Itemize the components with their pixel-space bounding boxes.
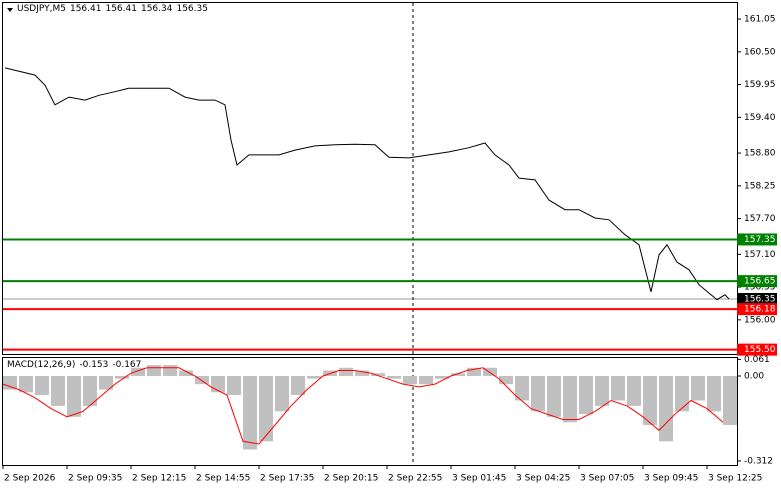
- x-tick-label: 3 Sep 01:45: [452, 474, 506, 484]
- x-tick-label: 3 Sep 07:05: [580, 474, 634, 484]
- level-label-box: [737, 293, 777, 306]
- x-tick-label: 2 Sep 22:55: [388, 474, 442, 484]
- indicator-value: -0.167: [112, 360, 142, 370]
- y-tick-label: 161.05: [744, 15, 776, 25]
- histogram-bar: [371, 373, 385, 376]
- histogram-bar: [211, 375, 225, 393]
- x-tick-label: 3 Sep 12:25: [708, 474, 762, 484]
- y-tick-label: 159.95: [744, 80, 776, 90]
- x-tick-label: 2 Sep 2026: [4, 474, 56, 484]
- price-line: [4, 67, 730, 301]
- ohlc: 156.35: [176, 4, 208, 14]
- histogram-bar: [339, 367, 353, 376]
- y-tick-label: 157.70: [744, 214, 776, 224]
- level-label: 157.35: [744, 235, 776, 245]
- histogram-bar: [531, 375, 545, 412]
- histogram-bar: [19, 375, 33, 393]
- histogram-bar: [723, 375, 737, 425]
- histogram-bar: [611, 375, 625, 401]
- histogram-bar: [259, 375, 273, 442]
- level-label-box: [737, 343, 777, 356]
- histogram-bar: [515, 375, 529, 401]
- histogram-bar: [51, 375, 65, 406]
- indicator-name: MACD(12,26,9): [7, 360, 76, 370]
- y-tick-label: 0.00: [744, 371, 764, 381]
- histogram-bar: [563, 375, 577, 423]
- level-label: 156.65: [744, 277, 776, 287]
- ohlc: 156.34: [140, 4, 173, 14]
- histogram-bar: [675, 375, 689, 412]
- level-label: 156.35: [744, 295, 776, 305]
- histogram-bar: [163, 365, 177, 376]
- x-tick-label: 2 Sep 14:55: [196, 474, 250, 484]
- histogram-bar: [387, 375, 401, 379]
- y-tick-label: 0.061: [744, 355, 770, 365]
- histogram-bar: [467, 367, 481, 376]
- level-label-box: [737, 275, 777, 288]
- histogram-bar: [291, 375, 305, 396]
- histogram-bar: [243, 375, 257, 450]
- histogram-bar: [579, 375, 593, 415]
- histogram-bar: [99, 375, 113, 390]
- price-line: [2, 367, 724, 445]
- histogram-bar: [275, 375, 289, 412]
- histogram-bar: [707, 375, 721, 412]
- histogram-bar: [643, 375, 657, 425]
- histogram-bar: [83, 375, 97, 406]
- y-tick-label: 160.50: [744, 47, 776, 57]
- x-tick-label: 2 Sep 20:15: [324, 474, 378, 484]
- x-tick-label: 2 Sep 09:35: [68, 474, 122, 484]
- y-tick-label: 156.00: [744, 315, 776, 325]
- histogram-bar: [67, 375, 81, 417]
- level-label-box: [737, 303, 777, 316]
- price-header: USDJPY,M5 156.41 156.41 156.34 156.35: [17, 4, 208, 14]
- x-tick-label: 3 Sep 04:25: [516, 474, 570, 484]
- histogram-bar: [403, 375, 417, 385]
- ohlc: 156.41: [69, 4, 102, 14]
- symbol: USDJPY,M5: [17, 4, 66, 14]
- histogram-bar: [691, 375, 705, 401]
- histogram-bar: [627, 375, 641, 406]
- y-tick-label: 158.25: [744, 181, 776, 191]
- histogram-bar: [307, 375, 321, 379]
- x-tick-label: 2 Sep 17:35: [260, 474, 314, 484]
- histogram-bar: [435, 375, 449, 379]
- x-tick-label: 3 Sep 09:45: [644, 474, 698, 484]
- histogram-bar: [547, 375, 561, 417]
- histogram-bar: [451, 373, 465, 376]
- histogram-bar: [131, 367, 145, 376]
- histogram-bar: [419, 375, 433, 385]
- level-label-box: [737, 233, 777, 246]
- price-panel: [2, 2, 738, 355]
- ohlc: 156.41: [105, 4, 137, 14]
- y-tick-label: 158.80: [744, 149, 776, 159]
- macd-panel: [2, 357, 738, 466]
- histogram-bar: [179, 370, 193, 376]
- menu-arrow: [7, 8, 13, 12]
- indicator-value: -0.153: [79, 360, 109, 370]
- histogram-bar: [147, 365, 161, 376]
- histogram-bar: [35, 375, 49, 396]
- x-tick-label: 2 Sep 12:15: [132, 474, 186, 484]
- y-tick-label: 156.55: [744, 283, 776, 293]
- histogram-bar: [483, 367, 497, 376]
- y-tick-label: 157.10: [744, 250, 776, 260]
- histogram-bar: [659, 375, 673, 442]
- histogram-bar: [3, 375, 17, 390]
- histogram-bar: [595, 375, 609, 406]
- histogram-bar: [115, 375, 129, 379]
- histogram-bar: [227, 375, 241, 396]
- histogram-bar: [195, 375, 209, 385]
- histogram-bar: [355, 370, 369, 376]
- level-label: 155.50: [744, 345, 776, 355]
- histogram-bar: [499, 375, 513, 385]
- y-tick-label: -0.312: [744, 456, 773, 466]
- level-label: 156.18: [744, 305, 776, 315]
- macd-header: MACD(12,26,9) -0.153 -0.167: [7, 360, 141, 370]
- y-tick-label: 159.40: [744, 113, 776, 123]
